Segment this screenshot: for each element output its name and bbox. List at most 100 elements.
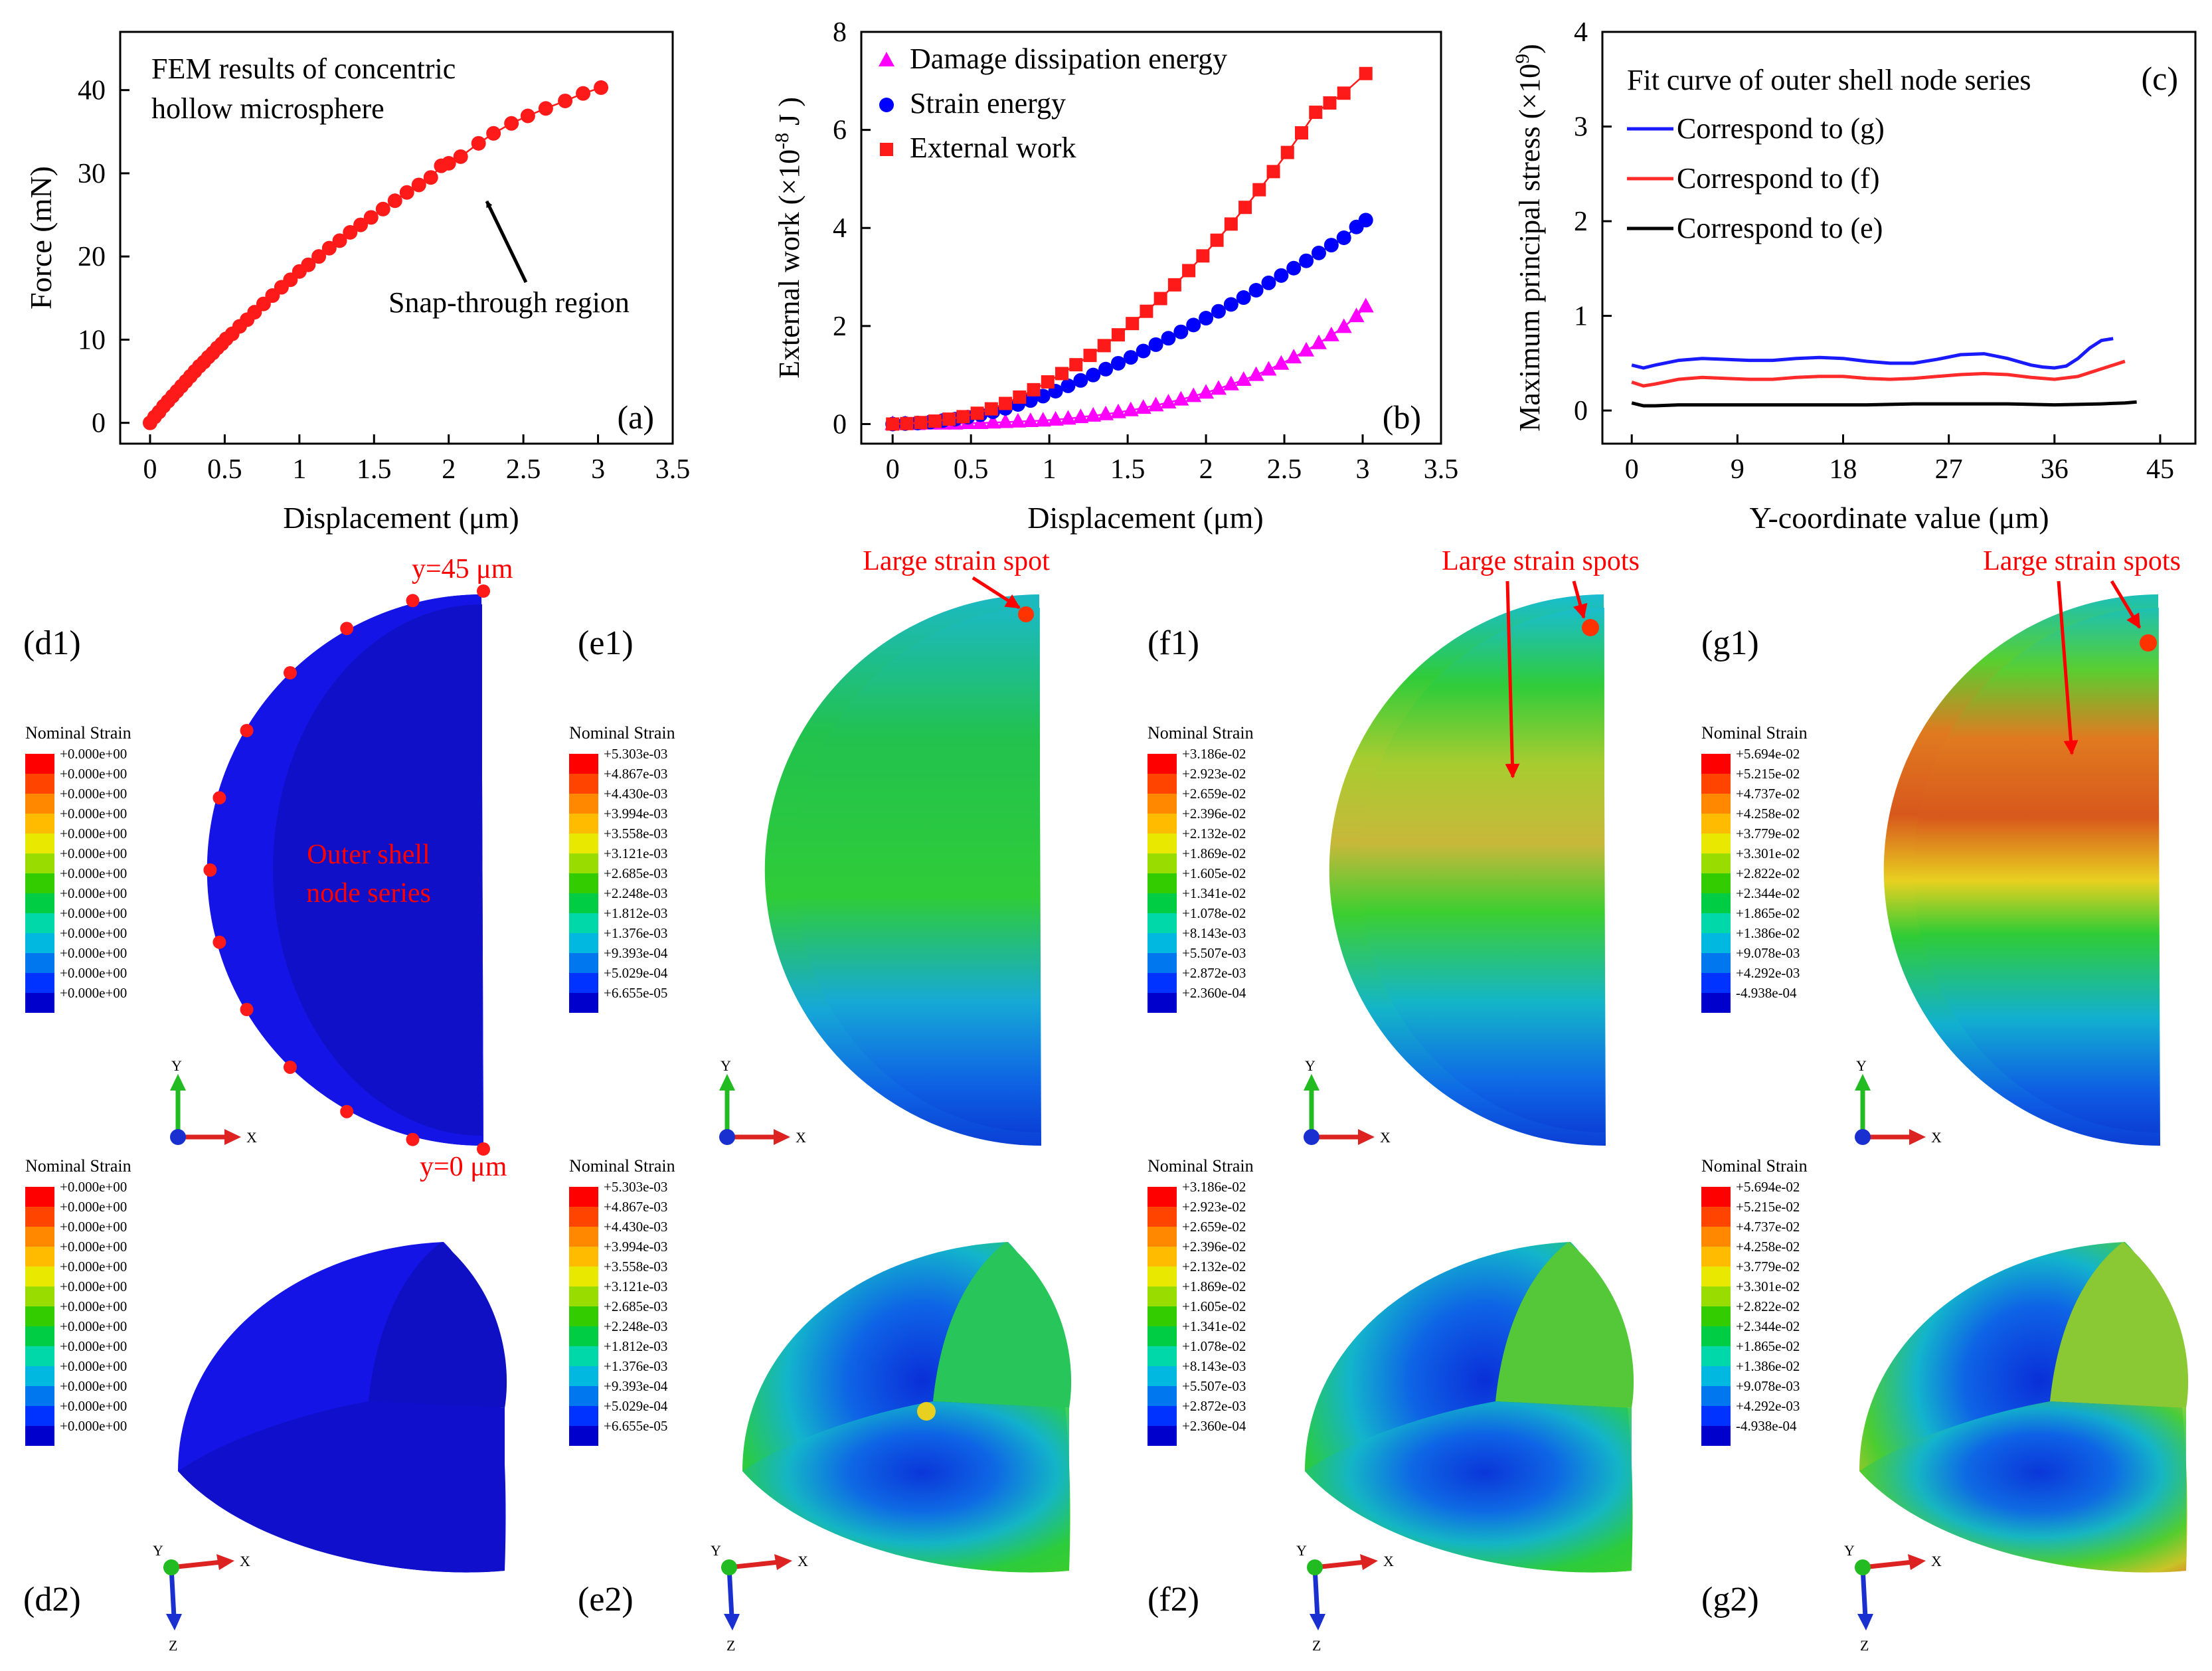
label-y0: y=0 μm (420, 1152, 507, 1182)
label-g1: (g1) (1701, 624, 1759, 662)
chart-a-ytick-label: 20 (78, 242, 106, 272)
triad-x-head (774, 1129, 790, 1145)
chart-b-point (1274, 268, 1289, 283)
legend-value: +4.737e-02 (1736, 1219, 1800, 1235)
d1-node (240, 724, 254, 737)
chart-b-point (1286, 349, 1302, 364)
legend-value: +5.507e-03 (1182, 1378, 1246, 1394)
chart-c-ytick-label: 4 (1574, 17, 1588, 48)
legend-swatch (569, 933, 598, 953)
chart-b-xtick-label: 3 (1356, 454, 1370, 485)
legend-swatch (1148, 1247, 1177, 1267)
legend-value: +8.143e-03 (1182, 925, 1246, 941)
chart-b-point (1359, 66, 1373, 80)
legend-value: +5.694e-02 (1736, 746, 1800, 762)
arrow-spot-g-top (2110, 580, 2142, 629)
chart-b-point (1167, 278, 1181, 292)
chart-a-title-line1: FEM results of concentric (151, 52, 456, 85)
legend-swatch (1701, 1247, 1731, 1267)
triad-origin (1307, 1559, 1323, 1575)
legend-swatch (1148, 1366, 1177, 1386)
legend-value: +2.822e-02 (1736, 1298, 1800, 1314)
legend-value: +1.341e-02 (1182, 1318, 1246, 1334)
legend-swatch (1701, 973, 1731, 993)
d1-node (203, 863, 217, 877)
chart-a-xtick-label: 0 (143, 454, 157, 485)
triad-x-axis (1314, 1559, 1365, 1570)
legend-swatch (1148, 853, 1177, 873)
legend-swatch (25, 1247, 54, 1267)
chart-b-point (1161, 331, 1176, 346)
legend-swatch (569, 953, 598, 973)
chart-a-points (142, 80, 609, 430)
chart-b-point (1273, 355, 1290, 370)
legend-value: +1.341e-02 (1182, 885, 1246, 901)
legend-value: +4.867e-03 (604, 766, 667, 782)
chart-b-point (1153, 292, 1167, 306)
chart-b-point (1210, 380, 1227, 395)
legend-swatch (1701, 1227, 1731, 1247)
chart-b-point (1323, 96, 1337, 110)
legend-swatch (1701, 1267, 1731, 1286)
legend-swatch (569, 1247, 598, 1267)
legend-swatch (25, 1187, 54, 1207)
legend-swatch (1148, 1267, 1177, 1286)
legend-swatch (1148, 873, 1177, 893)
chart-b-point (1280, 145, 1294, 159)
legend-value: +0.000e+00 (60, 1318, 127, 1334)
chart-b-legend-marker (880, 143, 893, 156)
chart-b-point (1111, 328, 1125, 342)
triad-x-label: X (240, 1553, 250, 1569)
triad-y-head (1855, 1074, 1871, 1091)
legend-title: Nominal Strain (569, 1156, 675, 1176)
chart-b-point (985, 414, 1001, 429)
legend-value: -4.938e-04 (1736, 985, 1797, 1001)
chart-b-point (1196, 249, 1210, 263)
legend-swatch (25, 913, 54, 933)
legend-swatch (25, 1306, 54, 1326)
chart-b-point (1198, 384, 1215, 399)
chart-b-point (984, 402, 998, 416)
triad-x-label: X (798, 1553, 808, 1569)
f2-bottom (1305, 1401, 1632, 1573)
chart-c-ytick-label: 2 (1574, 207, 1588, 237)
d1-node (477, 1142, 490, 1156)
legend-swatch (1701, 933, 1731, 953)
legend-swatch (1148, 913, 1177, 933)
legend-value: +4.867e-03 (604, 1199, 667, 1215)
triad-z-label: Z (726, 1637, 735, 1654)
chart-a-ytick-label: 40 (78, 76, 106, 106)
label-spot-g: Large strain spots (1983, 546, 2181, 576)
triad-z-axis (1312, 1567, 1320, 1618)
chart-c-legend: Correspond to (g) Correspond to (f) Corres… (1627, 112, 1885, 244)
legend-value: +4.737e-02 (1736, 786, 1800, 802)
legend-value: +0.000e+00 (60, 746, 127, 762)
legend-value: +3.994e-03 (604, 1239, 667, 1255)
legend-swatch (1148, 953, 1177, 973)
chart-a-point (486, 126, 501, 141)
chart-b-point (1348, 308, 1365, 323)
legend-swatch (1701, 1187, 1731, 1207)
legend-value: +5.029e-04 (604, 965, 668, 981)
triad-x-head (216, 1554, 234, 1570)
chart-b-ticks: 0 0.5 1 1.5 2 2.5 3 3.5 0 2 4 6 8 (833, 17, 1458, 485)
triad-x-label: X (246, 1129, 257, 1146)
d1-node (213, 935, 226, 949)
chart-a-point (538, 101, 553, 116)
label-d2: (d2) (23, 1581, 81, 1619)
e2-spot (917, 1402, 936, 1421)
chart-b-point (1299, 253, 1314, 268)
legend-swatch (569, 1286, 598, 1306)
legend-title: Nominal Strain (1701, 1156, 1808, 1176)
triad-y-label: Y (721, 1057, 731, 1074)
chart-b-point (942, 412, 956, 426)
legend-swatch (1701, 774, 1731, 794)
chart-b-point (1298, 341, 1315, 357)
legend-swatch (25, 1286, 54, 1306)
chart-b-point (1337, 86, 1351, 100)
legend-value: +2.248e-03 (604, 885, 667, 901)
label-f2: (f2) (1148, 1581, 1199, 1619)
chart-a-point (375, 201, 390, 217)
triad-y-label: Y (171, 1057, 182, 1074)
chart-b-xtick-label: 3.5 (1424, 454, 1459, 485)
